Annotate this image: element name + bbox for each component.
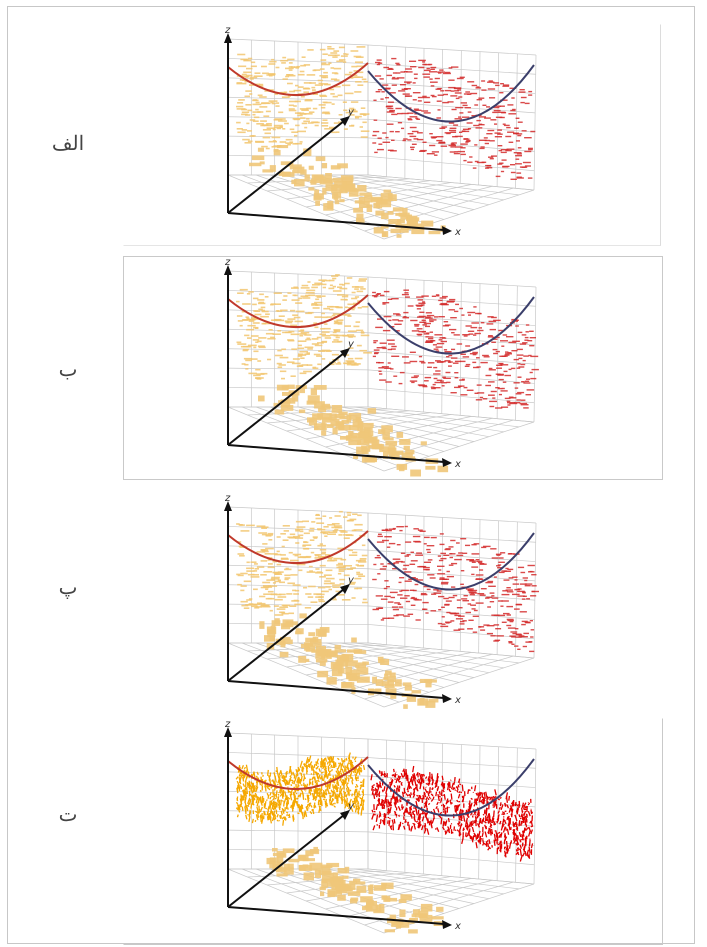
y-axis-label: y (347, 107, 355, 118)
right-fit-curve (367, 64, 535, 123)
right-series-points (372, 525, 539, 653)
figure-frame (7, 6, 695, 944)
left-series-points (235, 752, 366, 826)
x-axis (227, 444, 445, 463)
panel-label-1: الف (51, 131, 85, 155)
z-axis-label: z (224, 493, 231, 504)
x-axis-label: x (454, 227, 461, 238)
right-fit-curve (367, 296, 535, 355)
axes (224, 501, 452, 703)
right-series-points (372, 57, 536, 180)
x-axis (227, 212, 445, 231)
x-axis-arrowhead (442, 458, 452, 467)
y-axis-arrowhead (340, 348, 350, 358)
z-axis-label: z (224, 25, 231, 36)
left-series-points (236, 274, 372, 380)
floor-projection (266, 846, 445, 934)
z-axis-arrowhead (224, 501, 232, 511)
x-axis-arrowhead (442, 226, 452, 235)
y-axis-arrowhead (340, 584, 350, 594)
y-axis (227, 120, 345, 214)
x-axis (227, 906, 445, 925)
left-fit-curve (227, 62, 369, 96)
plot-3d-surface: z x y (224, 493, 539, 709)
plot-3d-surface: z x y (224, 719, 537, 934)
y-axis-arrowhead (340, 810, 350, 820)
left-fit-curve (227, 756, 369, 790)
panel-label-2: ب (58, 357, 78, 381)
y-axis-label: y (347, 575, 355, 586)
plot-panel-3: z x y (123, 492, 663, 710)
panel-label-4: ت (58, 802, 78, 826)
y-axis-arrowhead (340, 116, 350, 126)
axes (224, 33, 452, 235)
right-fit-curve (367, 758, 535, 817)
left-series-points (236, 46, 370, 150)
left-series-points (236, 510, 368, 616)
x-axis-label: x (454, 695, 461, 706)
plot-panel-2: z x y (123, 256, 663, 480)
floor-projection (258, 384, 449, 477)
floor-projection (249, 145, 446, 238)
y-axis-label: y (347, 801, 355, 812)
y-axis (227, 814, 345, 908)
x-axis-label: x (454, 921, 461, 932)
right-series-points (370, 765, 534, 862)
z-axis-arrowhead (224, 33, 232, 43)
axes (224, 727, 452, 929)
plot-panel-4: z x y (123, 718, 663, 945)
z-axis-label: z (224, 257, 231, 268)
plot-3d-surface: z x y (224, 25, 537, 240)
y-axis-label: y (347, 339, 355, 350)
grid-lines (227, 38, 537, 240)
right-fit-curve (367, 532, 535, 591)
x-axis-arrowhead (442, 694, 452, 703)
floor-projection (259, 613, 439, 709)
left-fit-curve (227, 530, 369, 564)
axes (224, 265, 452, 467)
panel-label-3: پ (58, 575, 78, 599)
x-axis-label: x (454, 459, 461, 470)
plot-3d-surface: z x y (224, 257, 539, 477)
plot-panel-1: z x y (123, 24, 661, 246)
right-series-points (372, 289, 539, 409)
x-axis-arrowhead (442, 920, 452, 929)
left-fit-curve (227, 294, 369, 328)
grid-lines (227, 732, 537, 934)
z-axis-arrowhead (224, 265, 232, 275)
z-axis-arrowhead (224, 727, 232, 737)
grid-lines (227, 270, 537, 472)
y-axis (227, 588, 345, 682)
x-axis (227, 680, 445, 699)
y-axis (227, 352, 345, 446)
z-axis-label: z (224, 719, 231, 730)
